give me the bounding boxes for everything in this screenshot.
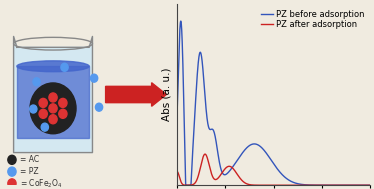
Line: PZ after adsorption: PZ after adsorption: [177, 154, 370, 185]
Circle shape: [8, 167, 16, 176]
Circle shape: [33, 78, 40, 86]
Circle shape: [91, 74, 98, 82]
PZ after adsorption: [269, 184, 273, 186]
PZ after adsorption: [368, 184, 373, 186]
PZ after adsorption: [362, 184, 367, 186]
PZ after adsorption: [175, 170, 179, 173]
Ellipse shape: [17, 61, 89, 72]
PZ before adsorption: [269, 159, 273, 161]
FancyArrow shape: [105, 83, 166, 106]
Circle shape: [39, 98, 47, 108]
PZ before adsorption: [362, 184, 367, 186]
PZ before adsorption: [175, 116, 179, 119]
Polygon shape: [13, 36, 92, 153]
Legend: PZ before adsorption, PZ after adsorption: PZ before adsorption, PZ after adsorptio…: [259, 8, 366, 31]
Text: = PZ: = PZ: [20, 167, 39, 176]
PZ before adsorption: [185, 184, 189, 186]
PZ before adsorption: [184, 184, 188, 186]
PZ after adsorption: [203, 153, 207, 155]
Circle shape: [8, 179, 16, 188]
Circle shape: [95, 103, 102, 111]
PZ after adsorption: [327, 184, 331, 186]
Circle shape: [61, 63, 68, 71]
PZ before adsorption: [327, 184, 332, 186]
PZ before adsorption: [178, 20, 183, 22]
Circle shape: [49, 93, 57, 102]
Circle shape: [59, 109, 67, 118]
PZ before adsorption: [363, 184, 367, 186]
Circle shape: [59, 98, 67, 108]
Text: = AC: = AC: [20, 155, 39, 164]
PZ after adsorption: [185, 184, 189, 186]
Circle shape: [39, 109, 47, 118]
Polygon shape: [17, 66, 89, 138]
PZ before adsorption: [264, 152, 268, 154]
Circle shape: [41, 123, 48, 131]
Line: PZ before adsorption: PZ before adsorption: [177, 21, 370, 185]
Circle shape: [30, 83, 76, 134]
Y-axis label: Abs (a. u.): Abs (a. u.): [162, 68, 171, 121]
PZ after adsorption: [264, 184, 268, 186]
Circle shape: [30, 105, 37, 113]
Circle shape: [8, 155, 16, 164]
Circle shape: [49, 104, 57, 113]
Circle shape: [49, 115, 57, 124]
PZ before adsorption: [368, 184, 373, 186]
Text: = CoFe$_2$O$_4$: = CoFe$_2$O$_4$: [20, 177, 63, 189]
PZ after adsorption: [362, 184, 367, 186]
